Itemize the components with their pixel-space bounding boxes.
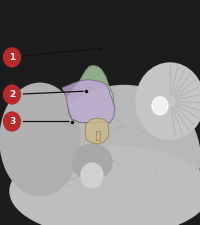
Ellipse shape [0, 83, 80, 196]
Text: 1: 1 [9, 53, 15, 62]
Polygon shape [62, 80, 115, 123]
Text: 2: 2 [9, 90, 15, 99]
Text: 3: 3 [9, 117, 15, 126]
Polygon shape [68, 65, 114, 123]
Circle shape [81, 163, 103, 188]
Ellipse shape [10, 146, 200, 225]
Ellipse shape [72, 144, 112, 180]
Ellipse shape [48, 86, 200, 225]
Circle shape [136, 63, 200, 140]
Circle shape [4, 85, 20, 104]
Circle shape [152, 97, 168, 115]
Polygon shape [96, 130, 100, 140]
Circle shape [4, 48, 20, 67]
Polygon shape [85, 118, 109, 144]
Circle shape [4, 112, 20, 131]
